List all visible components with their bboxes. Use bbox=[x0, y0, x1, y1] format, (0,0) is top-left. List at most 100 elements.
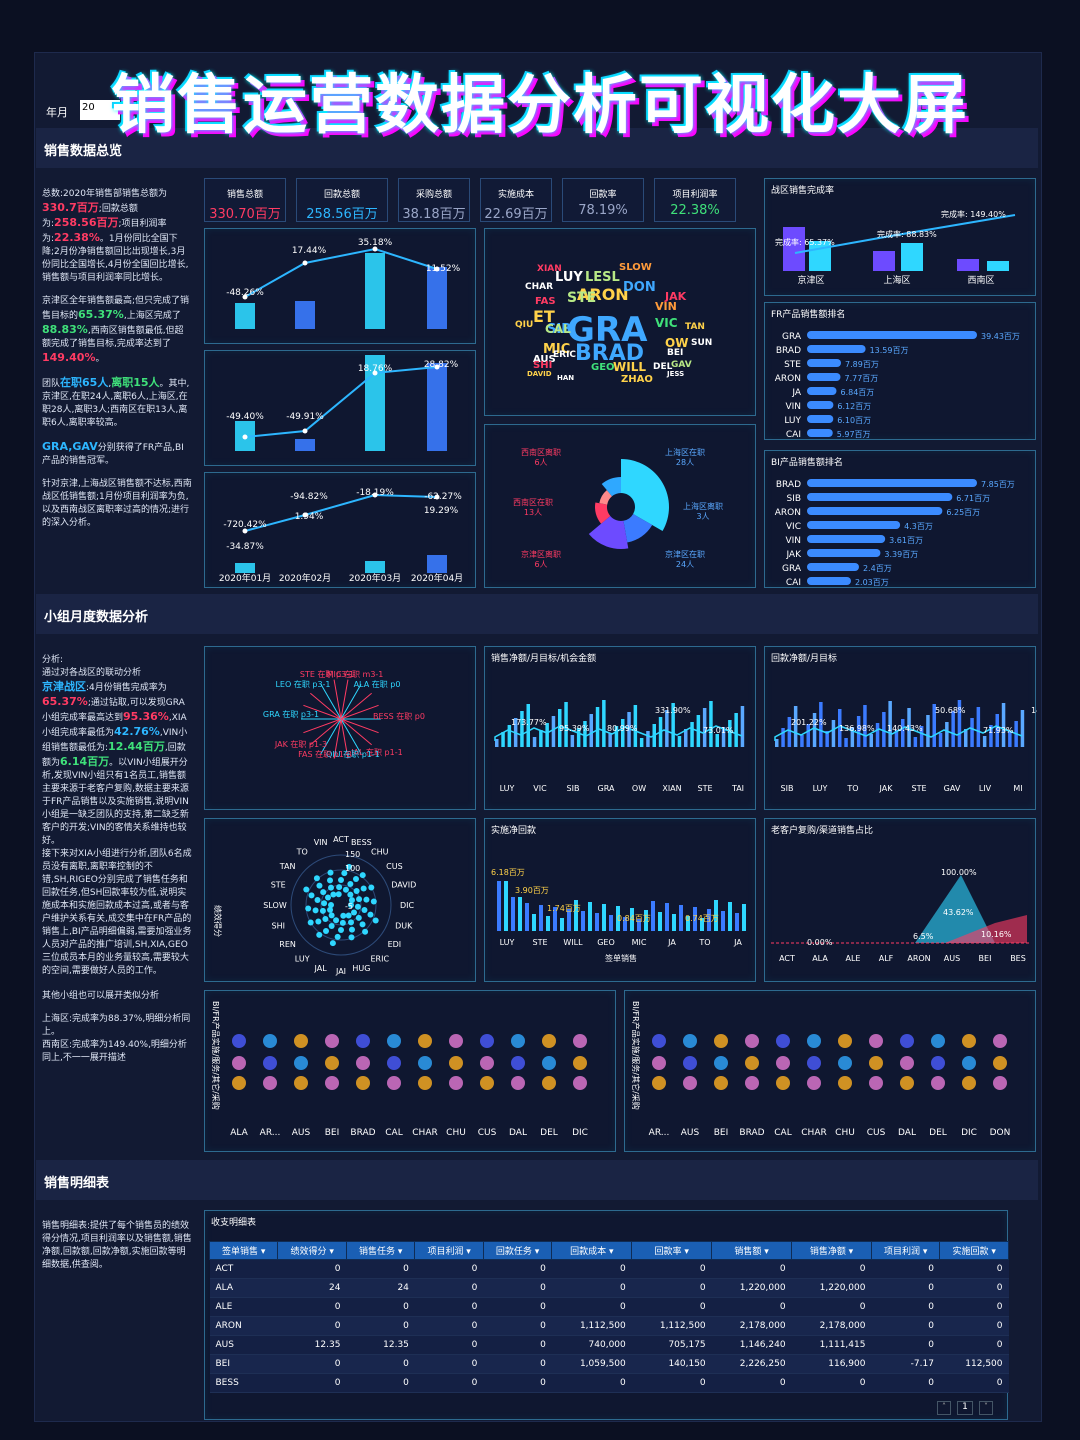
trend-panel-3: -720.42% 1.94% -94.82% -18.19% -62.27% -34.87… bbox=[204, 472, 476, 588]
trend-bar bbox=[427, 363, 447, 451]
trend-point bbox=[434, 364, 440, 370]
x-tick: BRAD bbox=[739, 1128, 764, 1138]
x-tick: WILL bbox=[563, 938, 583, 947]
trend-point bbox=[242, 528, 248, 534]
bar-mark bbox=[888, 701, 892, 747]
bar-mark bbox=[546, 916, 550, 931]
staff-donut-panel: 西南区离职 6人 上海区在职 28人 西南区在职 13人 上海区离职 3人 京津区离职 6人 京津区… bbox=[484, 424, 756, 588]
table-cell: 0 bbox=[871, 1278, 940, 1298]
table-header[interactable]: 实施回款 ▾ bbox=[939, 1241, 1009, 1260]
radar-label: LUY bbox=[295, 954, 310, 963]
table-header[interactable]: 回款任务 ▾ bbox=[482, 1241, 553, 1260]
table-header[interactable]: 回款率 ▾ bbox=[631, 1241, 713, 1260]
kpi-label: 项目利润率 bbox=[672, 190, 718, 200]
donut-label: 上海区离职 bbox=[683, 501, 723, 511]
wordcloud-word: OW bbox=[665, 336, 689, 350]
dot-mark bbox=[807, 1076, 821, 1090]
kpi-value: 22.38% bbox=[670, 203, 720, 218]
table-row: ALA 24 24 0 0 0 0 1,220,000 1,220,000 0 0 bbox=[209, 1278, 1009, 1298]
table-cell: 0 bbox=[483, 1373, 552, 1393]
bar-mark bbox=[621, 719, 625, 747]
year-month-select[interactable]: 20 bbox=[80, 100, 120, 120]
table-cell: 0 bbox=[551, 1259, 632, 1279]
radial-spoke bbox=[333, 679, 342, 720]
trend-bar bbox=[365, 355, 385, 451]
table-header[interactable]: 销售额 ▾ bbox=[711, 1241, 793, 1260]
rank-name: GRA bbox=[782, 332, 802, 342]
page-next-icon[interactable]: ˅ bbox=[979, 1401, 993, 1415]
x-tick: VIC bbox=[533, 784, 547, 793]
dot-mark bbox=[387, 1056, 401, 1070]
table-header[interactable]: 项目利润 ▾ bbox=[414, 1241, 484, 1260]
detail-table: 签单销售 ▾ 绩效得分 ▾ 销售任务 ▾ 项目利润 ▾ 回款任务 ▾ 回款成本 ▾ 回款率 … bbox=[208, 1241, 1009, 1393]
radar-dot bbox=[348, 934, 355, 941]
trend-label: 1.94% bbox=[295, 512, 324, 522]
trend-point bbox=[372, 492, 378, 498]
radar-label: JAL bbox=[314, 964, 328, 973]
dot-mark bbox=[480, 1034, 494, 1048]
bar-mark bbox=[945, 722, 949, 747]
table-header[interactable]: 回款成本 ▾ bbox=[551, 1241, 633, 1260]
radar-dot bbox=[353, 876, 359, 883]
bar-mark bbox=[869, 734, 873, 747]
table-cell: 0 bbox=[483, 1278, 552, 1298]
page-number[interactable]: 1 bbox=[957, 1401, 973, 1415]
kpi-label: 采购总额 bbox=[415, 190, 452, 200]
data-label: 3.90百万 bbox=[515, 886, 549, 895]
page-prev-icon[interactable]: ˄ bbox=[937, 1401, 951, 1415]
table-cell: 0 bbox=[346, 1373, 415, 1393]
wordcloud-word: VIN bbox=[655, 300, 677, 313]
bar-mark bbox=[819, 702, 823, 747]
dot-mark bbox=[356, 1056, 370, 1070]
bar-mark bbox=[497, 881, 501, 931]
table-header[interactable]: 销售任务 ▾ bbox=[345, 1241, 416, 1260]
radar-panel: ACT BESS CHU CUS DAVID DIC DUK EDI ERIC HUG JAI JAL… bbox=[204, 818, 476, 982]
trend-point bbox=[302, 260, 308, 266]
table-header[interactable]: 销售净额 ▾ bbox=[791, 1241, 872, 1260]
radar-dot bbox=[361, 906, 368, 913]
x-tick: OW bbox=[632, 784, 646, 793]
wordcloud-word: GAV bbox=[671, 360, 692, 370]
bar-mark bbox=[735, 913, 739, 931]
table-header[interactable]: 项目利润 ▾ bbox=[870, 1241, 941, 1260]
x-tick: ALA bbox=[230, 1128, 248, 1138]
dots-panel-1: BI/FR产品实施/服务/其它/采购 ALA AR... AUS BEI BRAD CAL C… bbox=[204, 990, 616, 1152]
trend-bar bbox=[295, 439, 315, 451]
wordcloud-word: SUN bbox=[691, 338, 713, 348]
trend-point bbox=[434, 494, 440, 500]
radar-dot bbox=[312, 907, 319, 914]
kpi-card: 项目利润率 22.38% bbox=[654, 178, 736, 222]
table-cell: 0 bbox=[414, 1297, 484, 1317]
wordcloud-word: CHAR bbox=[525, 282, 554, 292]
table-header[interactable]: 签单销售 ▾ bbox=[208, 1241, 279, 1260]
table-cell: 0 bbox=[551, 1373, 632, 1393]
x-tick: AUS bbox=[292, 1128, 311, 1138]
x-tick: TO bbox=[698, 938, 710, 947]
bar-mark bbox=[970, 718, 974, 747]
table-cell: 0 bbox=[871, 1373, 940, 1393]
x-tick: JAK bbox=[879, 784, 894, 793]
table-cell: 0 bbox=[939, 1335, 1009, 1355]
bar-mark bbox=[532, 914, 536, 931]
dot-mark bbox=[232, 1034, 246, 1048]
rank-value: 4.3百万 bbox=[904, 522, 933, 531]
data-label: 100.00% bbox=[941, 868, 977, 877]
table-row: ALE 0 0 0 0 0 0 0 0 0 0 bbox=[209, 1297, 1009, 1317]
completion-label: 完成率: 149.40% bbox=[941, 209, 1006, 219]
table-cell: 1,220,000 bbox=[791, 1278, 872, 1298]
bar-mark bbox=[574, 900, 578, 931]
radar-label: CUS bbox=[386, 862, 403, 871]
rank-bar bbox=[807, 345, 866, 353]
kpi-card: 回款总额 258.56百万 bbox=[296, 178, 388, 222]
bar-mark bbox=[679, 905, 683, 931]
x-tick: STE bbox=[532, 938, 547, 947]
bar-mark bbox=[507, 725, 512, 747]
radial-spoke bbox=[320, 684, 342, 720]
table-header[interactable]: 绩效得分 ▾ bbox=[277, 1241, 347, 1260]
table-cell: 0 bbox=[939, 1297, 1009, 1317]
bar-mark bbox=[623, 917, 627, 931]
radar-dot bbox=[338, 877, 344, 883]
bar-mark bbox=[740, 706, 745, 747]
data-label: 43.62% bbox=[943, 908, 974, 917]
data-label: 1.74百万 bbox=[547, 904, 581, 913]
